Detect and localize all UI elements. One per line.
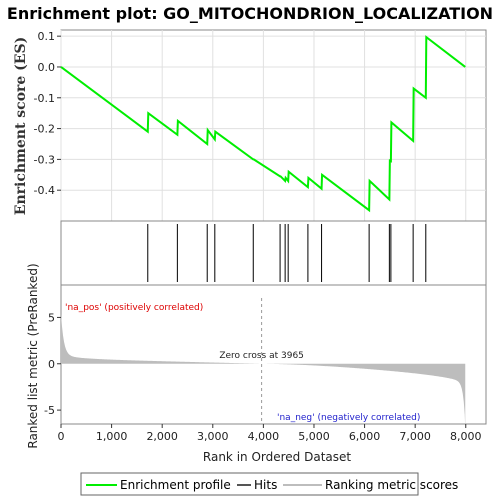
x-tick-label: 1,000: [96, 430, 128, 443]
legend-profile-label: Enrichment profile: [120, 478, 231, 492]
es-y-tick-label: -0.3: [34, 153, 55, 166]
neg-correlated-label: 'na_neg' (negatively correlated): [277, 413, 420, 423]
es-y-tick-label: 0.1: [38, 30, 56, 43]
ranked-axis-title: Ranked list metric (PreRanked): [26, 263, 40, 448]
x-tick-label: 4,000: [248, 430, 280, 443]
es-y-tick-label: -0.2: [34, 123, 55, 136]
es-y-tick-label: 0.0: [38, 61, 56, 74]
hits-group: [147, 224, 427, 282]
ranked-y-tick-label: 5: [48, 311, 55, 324]
x-tick-label: 7,000: [399, 430, 431, 443]
x-axis: 0 1,000 2,000 3,000 4,000 5,000 6,000 7,000 8,00…: [58, 424, 482, 443]
ranked-y-tick-label: -5: [44, 404, 55, 417]
enrichment-profile-line: [60, 35, 466, 213]
ranked-panel-frame: [60, 284, 487, 425]
es-y-axis: 0.1 0.0 -0.1 -0.2 -0.3 -0.4: [34, 30, 61, 197]
ranked-y-tick-label: 0: [48, 358, 55, 371]
es-grid: [60, 30, 486, 221]
zero-cross-label: Zero cross at 3965: [219, 351, 304, 361]
chart-title: Enrichment plot: GO_MITOCHONDRION_LOCALI…: [7, 4, 493, 23]
x-tick-label: 0: [58, 430, 65, 443]
x-tick-label: 5,000: [298, 430, 330, 443]
x-axis-title: Rank in Ordered Dataset: [203, 450, 351, 464]
legend: Enrichment profile Hits Ranking metric s…: [80, 472, 458, 496]
ranked-y-axis: 5 0 -5: [44, 311, 61, 417]
x-tick-label: 6,000: [349, 430, 381, 443]
es-axis-title: Enrichment score (ES): [13, 37, 29, 215]
es-y-tick-label: -0.1: [34, 92, 55, 105]
legend-hits-label: Hits: [254, 478, 277, 492]
legend-metric-label: Ranking metric scores: [325, 478, 458, 492]
x-tick-label: 3,000: [197, 430, 229, 443]
hits-panel-frame: [60, 220, 487, 286]
pos-correlated-label: 'na_pos' (positively correlated): [65, 303, 203, 313]
x-tick-label: 8,000: [450, 430, 482, 443]
x-tick-label: 2,000: [146, 430, 178, 443]
es-y-tick-label: -0.4: [34, 184, 55, 197]
es-panel-frame: [60, 29, 487, 222]
